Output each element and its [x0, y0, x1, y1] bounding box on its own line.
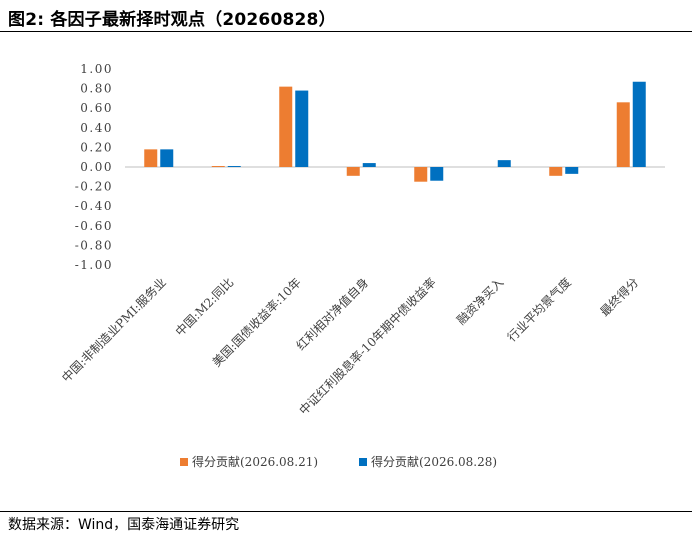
x-axis-labels: 中国:非制造业PMI:服务业 中国:M2:同比美国:国债收益率:10年红利相对净值… [58, 275, 641, 418]
title-rule [0, 31, 692, 32]
bar-series-1-cat-7 [549, 167, 563, 176]
bar-series-2-cat-1 [160, 149, 174, 167]
bar-series-1-cat-4 [346, 167, 360, 176]
y-tick-label: 0.20 [80, 140, 113, 154]
y-tick-label: -0.80 [75, 238, 113, 252]
legend: 得分贡献(2026.08.21) 得分贡献(2026.08.28) [180, 454, 497, 469]
bar-series-2-cat-2 [227, 166, 241, 167]
x-tick-label: 中证红利股息率-10年期中债收益率 [296, 275, 439, 418]
x-tick-label: 中国:非制造业PMI:服务业 [58, 275, 168, 385]
bar-series-2-cat-4 [362, 163, 376, 167]
y-tick-label: 0.60 [80, 101, 113, 115]
bar-series-2-cat-5 [430, 167, 444, 181]
y-tick-label: 0.80 [80, 82, 113, 96]
y-tick-label: 0.00 [80, 160, 113, 174]
x-tick-label: 中国:M2:同比 [172, 275, 236, 339]
y-tick-label: 0.40 [80, 121, 113, 135]
x-tick-label: 融资净买入 [454, 275, 506, 327]
bar-series-2-cat-6 [497, 160, 511, 167]
y-tick-label: 1.00 [80, 62, 113, 76]
x-tick-label: 行业平均景气度 [504, 275, 574, 345]
bar-series-1-cat-2 [211, 166, 225, 167]
figure-title: 图2: 各因子最新择时观点（20260828） [8, 10, 336, 30]
source-rule [0, 511, 692, 512]
legend-label-series-2: 得分贡献(2026.08.28) [371, 454, 497, 469]
bar-series-1-cat-1 [144, 149, 158, 167]
bars [144, 81, 646, 182]
bar-series-1-cat-8 [616, 102, 630, 167]
source-note: 数据来源：Wind，国泰海通证券研究 [8, 517, 240, 533]
y-tick-label: -0.60 [75, 219, 113, 233]
bar-series-1-cat-5 [414, 167, 428, 182]
legend-label-series-1: 得分贡献(2026.08.21) [192, 454, 318, 469]
bar-chart: 1.00 0.80 0.60 0.40 0.20 0.00 -0.20 -0.40 -0.60 -… [58, 62, 665, 469]
legend-swatch-series-2 [359, 458, 367, 466]
y-tick-label: -1.00 [75, 258, 113, 272]
legend-swatch-series-1 [180, 458, 188, 466]
bar-series-2-cat-8 [632, 81, 646, 167]
y-axis-ticks: 1.00 0.80 0.60 0.40 0.20 0.00 -0.20 -0.40 -0.60 -… [75, 62, 113, 272]
x-tick-label: 最终得分 [597, 275, 642, 320]
bar-series-2-cat-3 [295, 90, 309, 167]
y-tick-label: -0.20 [75, 180, 113, 194]
bar-series-2-cat-7 [565, 167, 579, 174]
bar-series-1-cat-3 [279, 86, 293, 167]
y-tick-label: -0.40 [75, 199, 113, 213]
x-tick-label: 红利相对净值自身 [293, 275, 371, 353]
